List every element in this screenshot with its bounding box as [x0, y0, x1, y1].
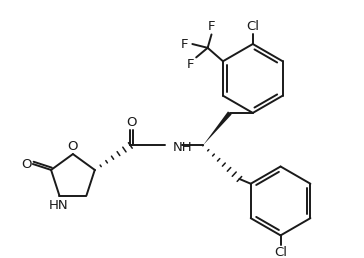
- Text: NH: NH: [173, 141, 192, 154]
- Text: HN: HN: [49, 199, 68, 212]
- Text: F: F: [181, 37, 189, 51]
- Text: O: O: [126, 116, 136, 129]
- Text: F: F: [187, 58, 194, 71]
- Text: Cl: Cl: [246, 20, 259, 33]
- Polygon shape: [203, 111, 232, 145]
- Text: F: F: [208, 20, 215, 33]
- Text: Cl: Cl: [274, 246, 287, 258]
- Text: O: O: [21, 158, 31, 171]
- Text: O: O: [68, 140, 78, 153]
